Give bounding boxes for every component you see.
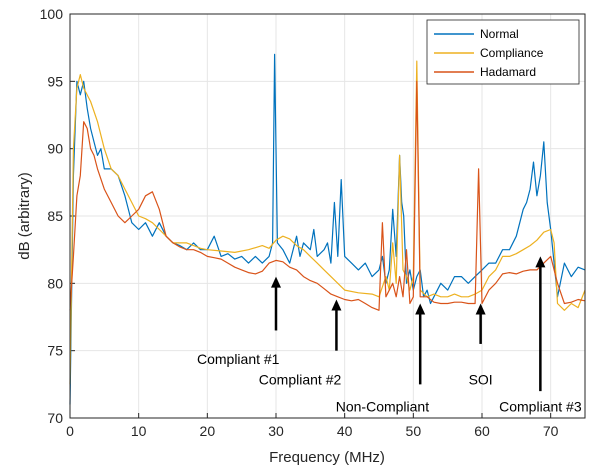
y-tick-label: 90 [47, 141, 63, 157]
x-tick-labels: 0 10 20 30 40 50 60 70 [66, 423, 559, 439]
legend: Normal Compliance Hadamard [426, 19, 580, 85]
annotation-arrow-head [331, 299, 342, 311]
x-tick-label: 40 [337, 423, 353, 439]
x-tick-label: 10 [131, 423, 147, 439]
y-axis-label: dB (arbitrary) [16, 172, 33, 260]
x-tick-label: 0 [66, 423, 74, 439]
legend-label: Hadamard [480, 65, 536, 79]
plot-frame [69, 13, 586, 419]
x-tick-label: 60 [474, 423, 490, 439]
annotations-group: Compliant #1 Compliant #2 Non-Compliant SOI… [197, 256, 582, 414]
annotation-arrow-head [271, 276, 281, 288]
annotation-label: SOI [469, 371, 493, 387]
x-tick-label: 30 [268, 423, 284, 439]
series-group [69, 53, 586, 405]
series-line-hadamard [69, 80, 586, 311]
annotation-arrow-head [535, 256, 546, 268]
x-tick-label: 50 [406, 423, 422, 439]
annotation-label: Compliant #3 [499, 398, 582, 414]
series-line-compliance [69, 60, 586, 385]
x-tick-label: 70 [543, 423, 559, 439]
y-tick-label: 95 [47, 73, 63, 89]
y-tick-label: 85 [47, 208, 63, 224]
y-tick-label: 80 [47, 275, 63, 291]
y-tick-label: 100 [40, 6, 64, 22]
annotation-label: Non-Compliant [336, 398, 429, 414]
y-tick-labels: 70 75 80 85 90 95 100 [40, 6, 64, 426]
y-tick-label: 70 [47, 410, 63, 426]
annotation-label: Compliant #2 [259, 371, 342, 387]
legend-label: Normal [480, 27, 519, 41]
legend-label: Compliance [480, 46, 544, 60]
annotation-arrow-head [475, 303, 486, 315]
y-tick-label: 75 [47, 343, 63, 359]
x-tick-label: 20 [200, 423, 216, 439]
annotation-arrow-head [415, 303, 426, 315]
series-line-normal [69, 53, 586, 405]
x-axis-label: Frequency (MHz) [269, 449, 385, 466]
annotation-label: Compliant #1 [197, 351, 280, 367]
legend-box [426, 19, 580, 85]
